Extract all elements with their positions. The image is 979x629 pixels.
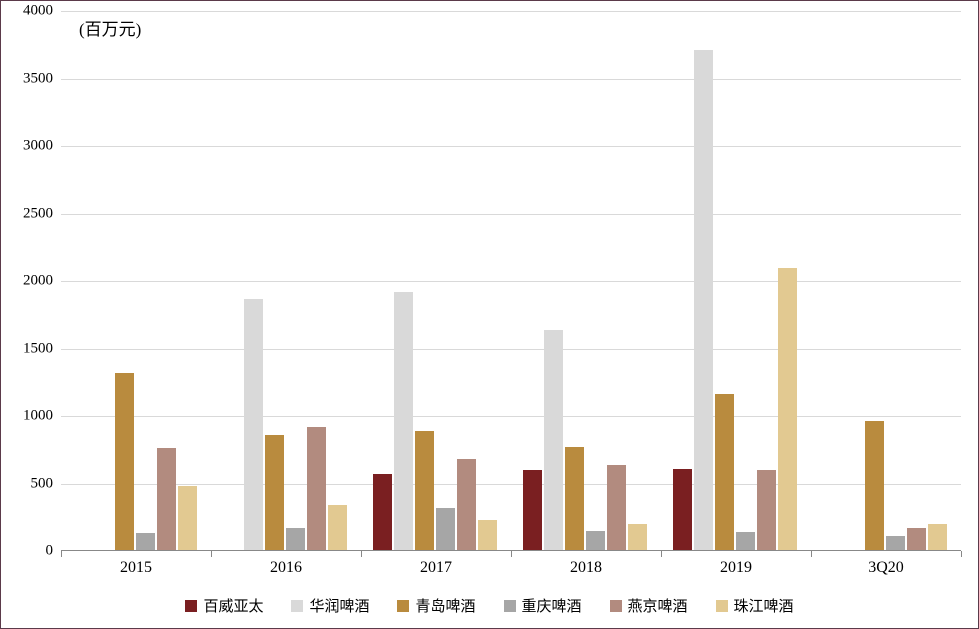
bar-百威亚太	[523, 470, 542, 551]
bar-燕京啤酒	[307, 427, 326, 551]
bar-青岛啤酒	[865, 421, 884, 551]
bar-重庆啤酒	[586, 531, 605, 551]
bar-珠江啤酒	[328, 505, 347, 551]
legend-label: 百威亚太	[203, 595, 263, 616]
bar-青岛啤酒	[265, 435, 284, 551]
bar-珠江啤酒	[178, 486, 197, 551]
chart-container: (百万元) 201520162017201820193Q20 050010001…	[0, 0, 979, 629]
bar-珠江啤酒	[478, 520, 497, 551]
bar-重庆啤酒	[736, 532, 755, 551]
x-category-label: 2017	[420, 551, 452, 577]
y-tick-label: 1500	[23, 340, 61, 357]
y-tick-label: 2000	[23, 273, 61, 290]
x-tick	[511, 551, 512, 557]
y-tick-label: 2500	[23, 205, 61, 222]
y-tick-label: 1000	[23, 408, 61, 425]
legend-swatch	[610, 600, 622, 612]
legend-swatch	[397, 600, 409, 612]
bar-华润啤酒	[244, 299, 263, 551]
bar-华润啤酒	[694, 50, 713, 551]
bar-青岛啤酒	[565, 447, 584, 551]
x-category-label: 2015	[120, 551, 152, 577]
legend-item: 珠江啤酒	[716, 595, 794, 616]
bar-百威亚太	[373, 474, 392, 551]
bar-燕京啤酒	[757, 470, 776, 551]
x-tick	[661, 551, 662, 557]
y-tick-label: 4000	[23, 3, 61, 20]
x-category-label: 2016	[270, 551, 302, 577]
legend-item: 青岛啤酒	[397, 595, 475, 616]
legend: 百威亚太 华润啤酒 青岛啤酒 重庆啤酒 燕京啤酒 珠江啤酒	[1, 595, 978, 616]
x-tick	[61, 551, 62, 557]
legend-label: 珠江啤酒	[734, 595, 794, 616]
bar-青岛啤酒	[715, 394, 734, 551]
bar-重庆啤酒	[136, 533, 155, 551]
bar-燕京啤酒	[157, 448, 176, 551]
legend-item: 华润啤酒	[291, 595, 369, 616]
x-category-label: 2019	[720, 551, 752, 577]
x-tick	[961, 551, 962, 557]
legend-item: 重庆啤酒	[504, 595, 582, 616]
bar-珠江啤酒	[778, 268, 797, 552]
legend-item: 燕京啤酒	[610, 595, 688, 616]
bars-layer	[61, 11, 961, 551]
legend-swatch	[291, 600, 303, 612]
bar-珠江啤酒	[928, 524, 947, 551]
bar-青岛啤酒	[115, 373, 134, 551]
legend-swatch	[185, 600, 197, 612]
x-tick	[361, 551, 362, 557]
x-category-label: 3Q20	[868, 551, 904, 577]
bar-重庆啤酒	[886, 536, 905, 551]
bar-燕京啤酒	[907, 528, 926, 551]
y-tick-label: 500	[31, 475, 62, 492]
x-tick	[211, 551, 212, 557]
plot-area: (百万元) 201520162017201820193Q20 050010001…	[61, 11, 961, 551]
legend-label: 燕京啤酒	[628, 595, 688, 616]
bar-青岛啤酒	[415, 431, 434, 551]
bar-华润啤酒	[394, 292, 413, 551]
bar-百威亚太	[673, 469, 692, 551]
bar-珠江啤酒	[628, 524, 647, 551]
bar-重庆啤酒	[436, 508, 455, 551]
y-tick-label: 3500	[23, 70, 61, 87]
bar-重庆啤酒	[286, 528, 305, 551]
legend-label: 华润啤酒	[309, 595, 369, 616]
y-tick-label: 3000	[23, 138, 61, 155]
bar-华润啤酒	[544, 330, 563, 551]
legend-label: 重庆啤酒	[522, 595, 582, 616]
legend-label: 青岛啤酒	[415, 595, 475, 616]
bar-燕京啤酒	[457, 459, 476, 551]
y-tick-label: 0	[46, 543, 62, 560]
x-tick	[811, 551, 812, 557]
legend-swatch	[504, 600, 516, 612]
legend-item: 百威亚太	[185, 595, 263, 616]
bar-燕京啤酒	[607, 465, 626, 551]
legend-swatch	[716, 600, 728, 612]
x-category-label: 2018	[570, 551, 602, 577]
